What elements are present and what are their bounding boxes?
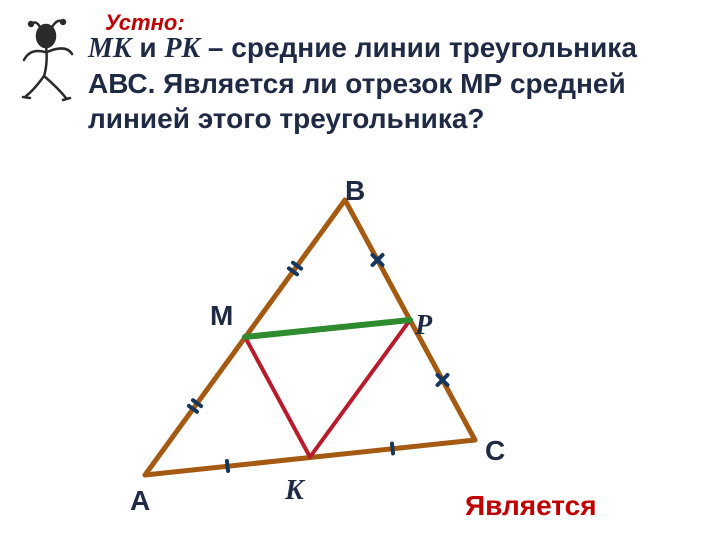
- vertex-K: K: [285, 475, 304, 507]
- vertex-A: A: [130, 485, 150, 517]
- triangle-figure: [0, 0, 720, 540]
- answer-text: Является: [465, 490, 597, 522]
- vertex-C: C: [485, 435, 505, 467]
- vertex-P: P: [415, 310, 432, 342]
- vertex-M: M: [210, 300, 233, 332]
- vertex-B: B: [345, 175, 365, 207]
